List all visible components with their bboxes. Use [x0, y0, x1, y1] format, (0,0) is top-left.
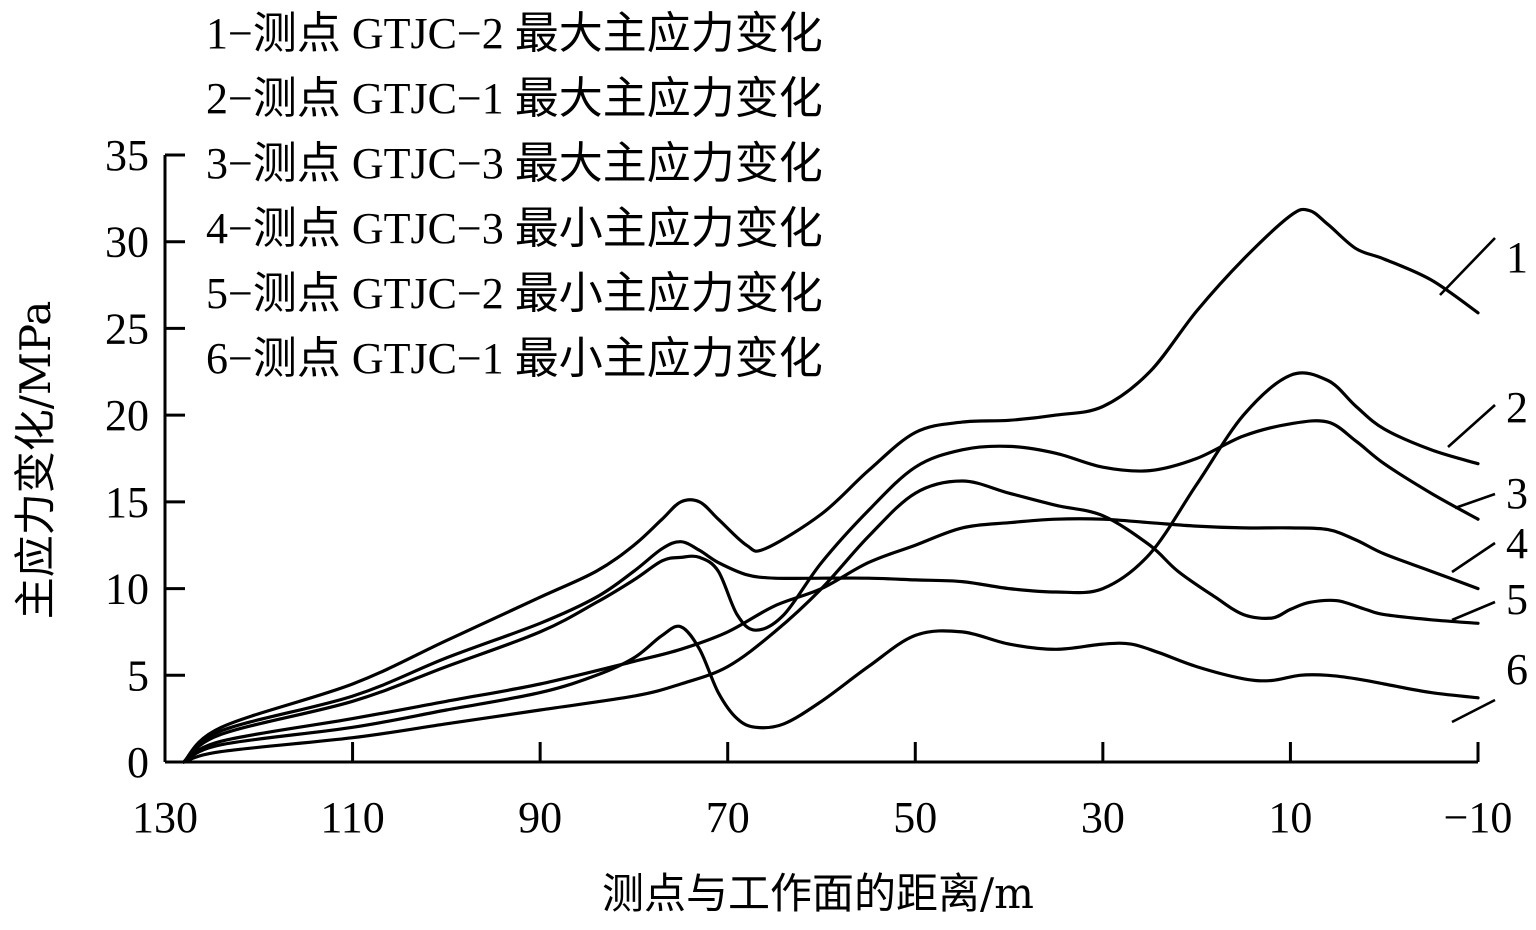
series-labels: 1 2 34 5 6 — [1439, 233, 1528, 724]
legend-entry-2: 2−测点 GTJC−1 最大主应力变化 — [206, 74, 823, 123]
series-line-2 — [182, 371, 1480, 764]
y-tick-label: 25 — [105, 304, 149, 353]
series-line-3 — [182, 419, 1480, 764]
y-ticks: 0 5 10 15 20 25 30 35 — [105, 131, 185, 787]
series-line-1 — [182, 207, 1480, 764]
series-lines — [182, 207, 1480, 764]
y-tick-label: 10 — [105, 565, 149, 614]
legend-entry-4: 4−测点 GTJC−3 最小主应力变化 — [206, 204, 823, 253]
x-ticks: 130 110 90 70 50 30 10 −10 — [132, 742, 1512, 842]
series-line-4 — [182, 517, 1480, 764]
legend-entry-5: 5−测点 GTJC−2 最小主应力变化 — [206, 269, 823, 318]
legend-entry-6: 6−测点 GTJC−1 最小主应力变化 — [206, 334, 823, 383]
y-tick-label: 15 — [105, 478, 149, 527]
series-label-5: 5 — [1506, 575, 1528, 624]
series-line-5 — [182, 624, 1480, 764]
series-line-6 — [182, 479, 1480, 764]
series-leader-6 — [1451, 698, 1496, 724]
series-label-6: 6 — [1506, 645, 1528, 694]
series-label-1: 1 — [1506, 233, 1528, 282]
series-leader-4 — [1451, 541, 1496, 574]
series-label-3: 3 — [1506, 469, 1528, 518]
legend-entry-3: 3−测点 GTJC−3 最大主应力变化 — [206, 139, 823, 188]
series-label-2: 2 — [1506, 383, 1528, 432]
y-tick-label: 0 — [127, 738, 149, 787]
x-axis-title: 测点与工作面的距离/m — [602, 869, 1034, 918]
x-tick-label: 30 — [1081, 793, 1125, 842]
series-leader-1 — [1439, 237, 1496, 296]
series-label-4: 4 — [1506, 519, 1528, 568]
y-tick-label: 5 — [127, 651, 149, 700]
series-leader-3 — [1454, 492, 1496, 510]
x-tick-label: 110 — [320, 793, 384, 842]
y-tick-label: 30 — [105, 218, 149, 267]
legend: 1−测点 GTJC−2 最大主应力变化 2−测点 GTJC−1 最大主应力变化 … — [206, 9, 823, 383]
x-tick-label: 90 — [518, 793, 562, 842]
x-tick-label: −10 — [1444, 793, 1513, 842]
axes — [163, 155, 1478, 764]
x-tick-label: 10 — [1268, 793, 1312, 842]
series-leader-5 — [1451, 600, 1496, 622]
legend-entry-1: 1−测点 GTJC−2 最大主应力变化 — [206, 9, 823, 58]
series-leader-2 — [1447, 404, 1496, 448]
y-tick-label: 35 — [105, 131, 149, 180]
y-axis-title: 主应力变化/MPa — [11, 301, 60, 620]
x-tick-label: 50 — [893, 793, 937, 842]
x-tick-label: 70 — [706, 793, 750, 842]
y-tick-label: 20 — [105, 391, 149, 440]
x-tick-label: 130 — [132, 793, 198, 842]
